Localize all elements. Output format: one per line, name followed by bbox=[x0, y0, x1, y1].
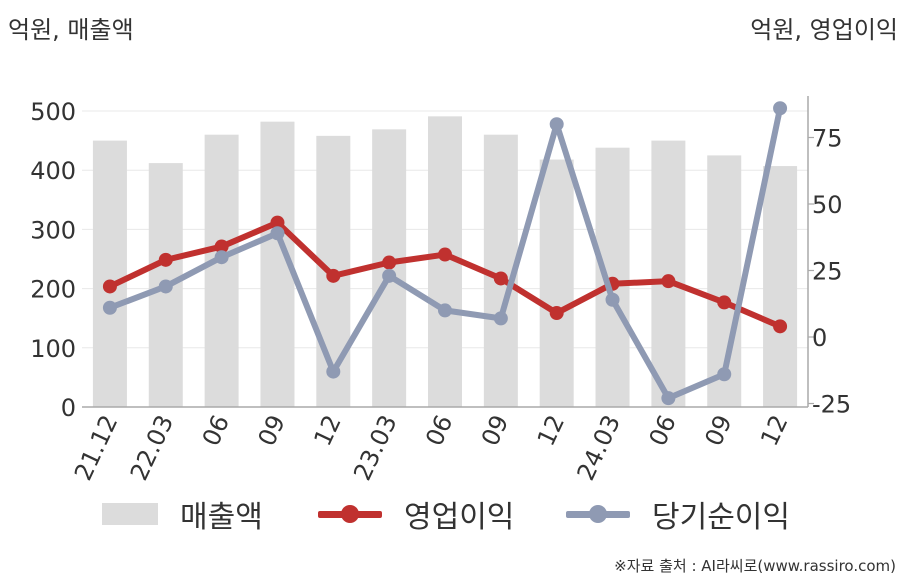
right-tick-label: -25 bbox=[812, 391, 851, 419]
legend-swatch-revenue bbox=[102, 503, 158, 525]
x-tick-label: 22.03 bbox=[125, 411, 179, 485]
point-operating-profit-11 bbox=[717, 295, 732, 310]
left-tick-label: 100 bbox=[30, 335, 76, 363]
x-tick-label: 06 bbox=[644, 411, 682, 451]
point-net-income-1 bbox=[158, 279, 173, 294]
x-tick-label: 24.03 bbox=[572, 411, 626, 485]
legend-item-net-income: 당기순이익 bbox=[566, 492, 790, 536]
bar-revenue-10 bbox=[651, 140, 686, 407]
point-operating-profit-3 bbox=[270, 215, 285, 230]
left-tick-label: 400 bbox=[30, 157, 76, 185]
source-note: ※자료 출처 : AI라씨로(www.rassiro.com) bbox=[614, 557, 896, 575]
x-tick-label: 06 bbox=[197, 411, 235, 451]
right-tick-label: 0 bbox=[812, 324, 827, 352]
point-net-income-11 bbox=[717, 367, 732, 382]
combo-chart: 0 100 200 300 400 500 -25 0 25 50 75 21.12 22.03 06 09… bbox=[30, 96, 851, 485]
point-net-income-12 bbox=[773, 101, 788, 116]
legend-item-revenue: 매출액 bbox=[102, 492, 263, 536]
point-net-income-4 bbox=[326, 364, 341, 379]
right-tick-label: 25 bbox=[812, 258, 843, 286]
x-tick-label: 12 bbox=[308, 411, 346, 451]
x-tick-label: 12 bbox=[532, 411, 570, 451]
bar-revenue-2 bbox=[204, 134, 239, 407]
x-tick-label: 06 bbox=[420, 411, 458, 451]
point-operating-profit-4 bbox=[326, 268, 341, 283]
point-net-income-10 bbox=[661, 391, 676, 406]
x-tick-label: 09 bbox=[253, 411, 291, 451]
point-net-income-6 bbox=[438, 303, 452, 318]
legend-label-operating-profit: 영업이익 bbox=[404, 500, 515, 535]
point-operating-profit-6 bbox=[438, 247, 452, 262]
x-tick-label: 12 bbox=[755, 411, 793, 451]
bar-revenue-8 bbox=[539, 159, 574, 407]
legend-item-operating-profit: 영업이익 bbox=[318, 492, 514, 536]
legend-swatch-net-income bbox=[566, 503, 630, 525]
left-tick-label: 500 bbox=[30, 98, 76, 126]
x-tick-label: 09 bbox=[699, 411, 737, 451]
point-net-income-8 bbox=[549, 117, 564, 132]
legend-label-net-income: 당기순이익 bbox=[652, 500, 790, 535]
point-operating-profit-10 bbox=[661, 274, 676, 289]
point-net-income-5 bbox=[382, 268, 397, 283]
right-tick-label: 75 bbox=[812, 125, 843, 153]
x-tick-label: 21.12 bbox=[69, 411, 123, 485]
point-net-income-2 bbox=[214, 250, 229, 265]
x-tick-label: 23.03 bbox=[348, 411, 402, 485]
point-operating-profit-5 bbox=[382, 255, 397, 270]
point-net-income-9 bbox=[605, 292, 620, 307]
point-operating-profit-0 bbox=[102, 279, 117, 294]
point-operating-profit-2 bbox=[214, 239, 229, 254]
left-axis-unit: 억원, 매출액 bbox=[8, 16, 134, 44]
left-tick-label: 300 bbox=[30, 216, 76, 244]
legend-label-revenue: 매출액 bbox=[180, 500, 263, 535]
point-net-income-0 bbox=[102, 300, 117, 315]
point-operating-profit-7 bbox=[493, 271, 508, 286]
right-axis-unit: 억원, 영업이익 bbox=[750, 16, 898, 44]
point-net-income-7 bbox=[493, 311, 508, 326]
bar-revenue-0 bbox=[92, 140, 127, 407]
left-tick-label: 0 bbox=[61, 394, 76, 422]
left-tick-label: 200 bbox=[30, 276, 76, 304]
point-operating-profit-1 bbox=[158, 252, 173, 267]
right-tick-label: 50 bbox=[812, 191, 843, 219]
bar-revenue-12 bbox=[763, 166, 798, 407]
x-tick-label: 09 bbox=[476, 411, 514, 451]
point-operating-profit-12 bbox=[773, 319, 788, 334]
point-operating-profit-8 bbox=[549, 306, 564, 321]
legend-swatch-operating-profit bbox=[318, 503, 382, 525]
point-net-income-3 bbox=[270, 226, 285, 241]
